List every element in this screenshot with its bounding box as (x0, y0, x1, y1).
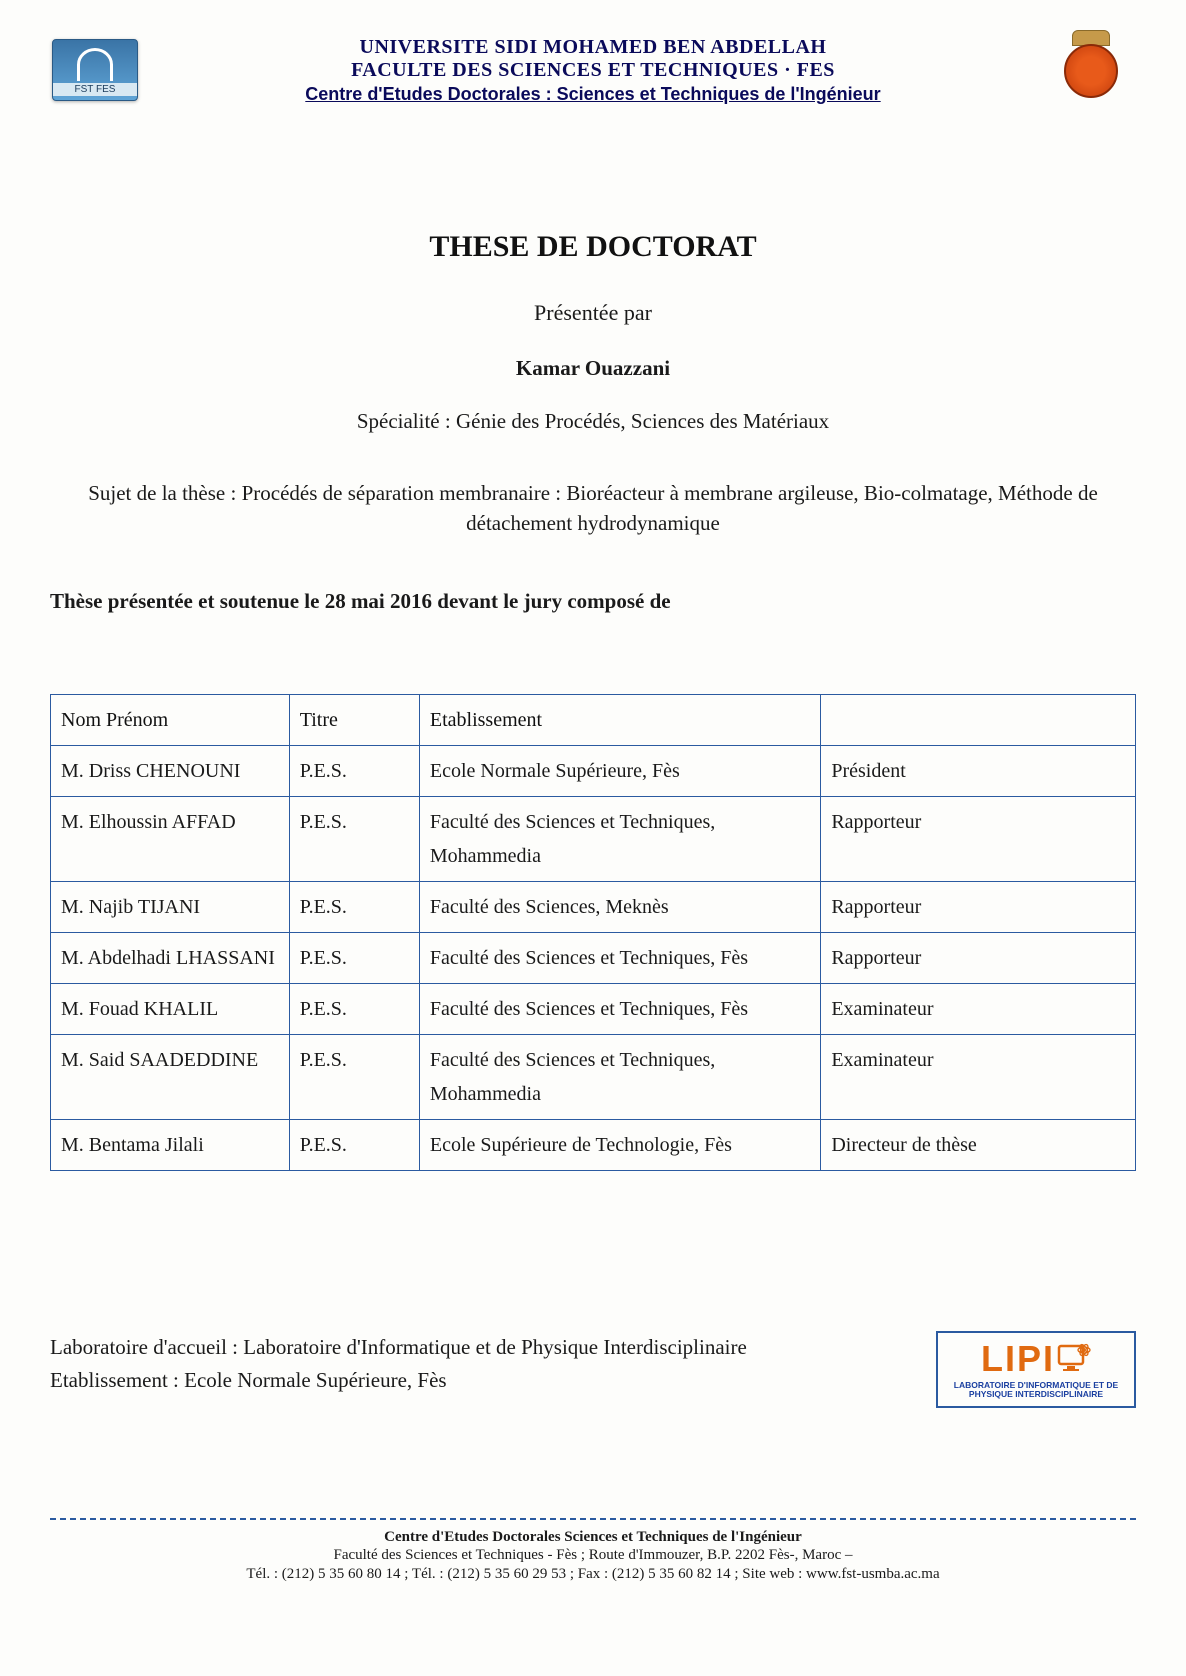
specialty-value: Génie des Procédés, Sciences des Matéria… (456, 409, 829, 433)
jury-cell: Examinateur (821, 1034, 1136, 1119)
jury-cell: Ecole Supérieure de Technologie, Fès (419, 1119, 820, 1170)
jury-row: M. Driss CHENOUNIP.E.S.Ecole Normale Sup… (51, 745, 1136, 796)
jury-cell: M. Fouad KHALIL (51, 983, 290, 1034)
jury-cell: Faculté des Sciences et Techniques, Moha… (419, 796, 820, 881)
fst-fes-logo (50, 30, 140, 110)
jury-cell: Faculté des Sciences et Techniques, Fès (419, 932, 820, 983)
institution-label: Etablissement : (50, 1368, 179, 1392)
jury-col-title: Titre (289, 694, 419, 745)
lipi-caption: LABORATOIRE D'INFORMATIQUE ET DE PHYSIQU… (944, 1381, 1128, 1400)
subject-value: Procédés de séparation membranaire : Bio… (242, 481, 1098, 535)
jury-cell: P.E.S. (289, 796, 419, 881)
footer-separator (50, 1518, 1136, 1520)
footer-line-1: Centre d'Etudes Doctorales Sciences et T… (50, 1528, 1136, 1547)
author-name: Kamar Ouazzani (50, 356, 1136, 381)
jury-cell: Faculté des Sciences et Techniques, Moha… (419, 1034, 820, 1119)
footer-line-3: Tél. : (212) 5 35 60 80 14 ; Tél. : (212… (50, 1565, 1136, 1584)
jury-cell: Rapporteur (821, 796, 1136, 881)
jury-row: M. Bentama JilaliP.E.S.Ecole Supérieure … (51, 1119, 1136, 1170)
jury-cell: P.E.S. (289, 932, 419, 983)
host-lab-value: Laboratoire d'Informatique et de Physiqu… (243, 1335, 747, 1359)
thesis-subject: Sujet de la thèse : Procédés de séparati… (50, 478, 1136, 539)
jury-col-name: Nom Prénom (51, 694, 290, 745)
thesis-cover-page: UNIVERSITE SIDI MOHAMED BEN ABDELLAH FAC… (0, 0, 1186, 1676)
doctoral-center-name: Centre d'Etudes Doctorales : Sciences et… (150, 84, 1036, 105)
jury-cell: Président (821, 745, 1136, 796)
jury-cell: P.E.S. (289, 745, 419, 796)
jury-cell: Faculté des Sciences et Techniques, Fès (419, 983, 820, 1034)
jury-cell: P.E.S. (289, 881, 419, 932)
laboratory-block: Laboratoire d'accueil : Laboratoire d'In… (50, 1331, 1136, 1408)
footer-line-2: Faculté des Sciences et Techniques - Fès… (50, 1546, 1136, 1565)
monitor-atom-icon (1057, 1342, 1091, 1376)
jury-col-institution: Etablissement (419, 694, 820, 745)
page-header: UNIVERSITE SIDI MOHAMED BEN ABDELLAH FAC… (50, 30, 1136, 110)
jury-table: Nom Prénom Titre Etablissement M. Driss … (50, 694, 1136, 1171)
jury-cell: M. Driss CHENOUNI (51, 745, 290, 796)
jury-cell: P.E.S. (289, 1034, 419, 1119)
jury-cell: P.E.S. (289, 1119, 419, 1170)
document-title: THESE DE DOCTORAT (50, 230, 1136, 264)
jury-cell: Rapporteur (821, 932, 1136, 983)
university-name: UNIVERSITE SIDI MOHAMED BEN ABDELLAH (150, 36, 1036, 59)
jury-cell: Directeur de thèse (821, 1119, 1136, 1170)
jury-cell: Faculté des Sciences, Meknès (419, 881, 820, 932)
specialty-line: Spécialité : Génie des Procédés, Science… (50, 409, 1136, 434)
jury-cell: P.E.S. (289, 983, 419, 1034)
jury-row: M. Najib TIJANIP.E.S.Faculté des Science… (51, 881, 1136, 932)
jury-col-role (821, 694, 1136, 745)
institution-line: Etablissement : Ecole Normale Supérieure… (50, 1364, 747, 1398)
jury-cell: Ecole Normale Supérieure, Fès (419, 745, 820, 796)
jury-cell: M. Elhoussin AFFAD (51, 796, 290, 881)
jury-row: M. Abdelhadi LHASSANIP.E.S.Faculté des S… (51, 932, 1136, 983)
lipi-acronym: LIPI (981, 1341, 1091, 1377)
lipi-text: LIPI (981, 1341, 1055, 1377)
header-text-block: UNIVERSITE SIDI MOHAMED BEN ABDELLAH FAC… (150, 30, 1036, 105)
jury-header-row: Nom Prénom Titre Etablissement (51, 694, 1136, 745)
lipi-logo-box: LIPI LABORATOIRE D'INFORMATIQUE ET DE PH… (936, 1331, 1136, 1408)
defense-line: Thèse présentée et soutenue le 28 mai 20… (50, 589, 1136, 614)
laboratory-text: Laboratoire d'accueil : Laboratoire d'In… (50, 1331, 747, 1398)
jury-cell: M. Abdelhadi LHASSANI (51, 932, 290, 983)
jury-cell: Examinateur (821, 983, 1136, 1034)
jury-cell: M. Said SAADEDDINE (51, 1034, 290, 1119)
host-lab-label: Laboratoire d'accueil : (50, 1335, 238, 1359)
jury-cell: M. Najib TIJANI (51, 881, 290, 932)
jury-cell: M. Bentama Jilali (51, 1119, 290, 1170)
presented-by-label: Présentée par (50, 300, 1136, 326)
institution-value: Ecole Normale Supérieure, Fès (184, 1368, 446, 1392)
host-lab-line: Laboratoire d'accueil : Laboratoire d'In… (50, 1331, 747, 1365)
specialty-label: Spécialité : (357, 409, 451, 433)
subject-label: Sujet de la thèse : (88, 481, 236, 505)
jury-cell: Rapporteur (821, 881, 1136, 932)
page-footer: Centre d'Etudes Doctorales Sciences et T… (50, 1528, 1136, 1584)
jury-row: M. Elhoussin AFFADP.E.S.Faculté des Scie… (51, 796, 1136, 881)
faculty-name: FACULTE DES SCIENCES ET TECHNIQUES · FES (150, 59, 1036, 82)
jury-row: M. Said SAADEDDINEP.E.S.Faculté des Scie… (51, 1034, 1136, 1119)
usmba-logo (1046, 30, 1136, 110)
jury-row: M. Fouad KHALILP.E.S.Faculté des Science… (51, 983, 1136, 1034)
